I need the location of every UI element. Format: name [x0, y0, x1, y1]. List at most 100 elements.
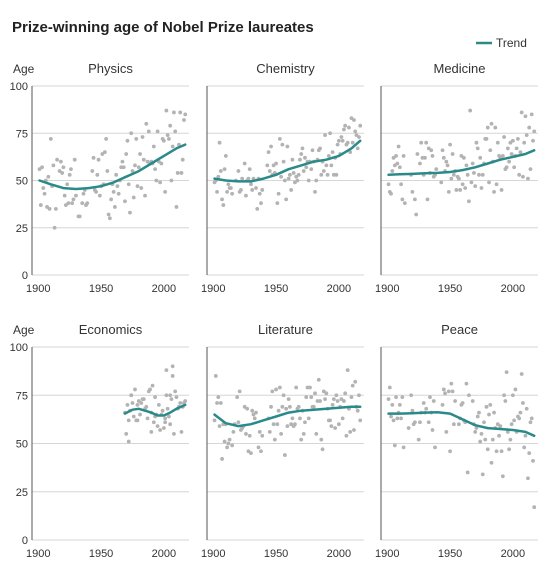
data-point: [493, 125, 498, 130]
data-point: [164, 393, 169, 398]
x-tick-label: 2000: [152, 283, 176, 295]
data-point: [284, 197, 289, 202]
trend-line: [213, 139, 362, 183]
data-point: [424, 406, 429, 411]
trend-line: [387, 410, 536, 438]
data-point: [395, 416, 400, 421]
panel-chemistry: 1900 1950 2000 Chemistry: [201, 61, 364, 295]
data-point: [492, 410, 496, 415]
data-point: [517, 416, 522, 421]
data-point: [418, 420, 422, 425]
data-point: [237, 389, 242, 394]
data-point: [269, 404, 273, 409]
data-point: [267, 169, 272, 173]
data-point: [148, 387, 152, 392]
data-point: [255, 206, 260, 211]
data-point: [146, 129, 151, 134]
data-point: [434, 167, 439, 172]
data-point: [65, 182, 70, 187]
data-point: [310, 148, 315, 153]
data-point: [308, 385, 312, 390]
data-point: [485, 125, 490, 130]
data-point: [424, 140, 429, 145]
data-point: [349, 395, 354, 400]
data-point: [431, 399, 436, 403]
data-point: [299, 152, 304, 156]
data-point: [358, 418, 363, 423]
data-point: [464, 163, 469, 168]
x-tick-label: 1950: [438, 548, 462, 560]
data-point: [524, 406, 529, 411]
panel-title: Peace: [441, 322, 478, 337]
data-point: [474, 426, 479, 430]
data-point: [281, 159, 286, 164]
data-point: [421, 401, 426, 405]
panels: 0 25 50 75 100 1900 1950 2000 Physics Age 1900 1950…: [10, 61, 538, 560]
data-point: [120, 159, 125, 164]
data-point: [304, 395, 309, 400]
data-point: [154, 178, 159, 183]
data-point: [139, 186, 144, 190]
data-point: [109, 197, 114, 202]
data-point: [295, 178, 300, 183]
data-point: [294, 385, 299, 390]
data-point: [125, 138, 130, 143]
data-point: [402, 201, 407, 206]
x-tick-label: 1950: [89, 548, 113, 560]
data-point: [149, 430, 154, 434]
data-point: [391, 418, 396, 423]
data-point: [169, 178, 174, 183]
data-point: [464, 381, 469, 386]
data-point: [95, 172, 100, 177]
data-point: [419, 140, 424, 145]
data-point: [175, 171, 180, 175]
data-point: [172, 431, 176, 436]
data-point: [489, 460, 494, 465]
data-point: [301, 431, 306, 436]
panel-title: Chemistry: [256, 61, 315, 76]
data-point: [335, 142, 340, 147]
data-point: [329, 163, 334, 168]
data-point: [290, 157, 295, 162]
data-point: [62, 193, 67, 198]
data-point: [150, 383, 155, 388]
data-point: [222, 439, 227, 444]
data-point: [164, 108, 169, 113]
data-point: [69, 167, 73, 172]
x-tick-label: 1900: [375, 283, 399, 295]
data-point: [475, 146, 480, 151]
data-point: [318, 146, 322, 151]
data-point: [394, 395, 398, 400]
data-point: [281, 393, 286, 398]
data-point: [352, 428, 356, 432]
data-point: [285, 144, 290, 149]
data-point: [298, 157, 302, 162]
data-point: [235, 395, 240, 400]
data-point: [167, 137, 171, 141]
data-point: [480, 172, 485, 177]
data-point: [141, 397, 146, 402]
data-point: [529, 416, 534, 421]
data-point: [328, 131, 332, 136]
data-point: [465, 172, 470, 177]
data-point: [145, 416, 150, 421]
data-point: [165, 406, 170, 411]
data-point: [401, 154, 406, 158]
data-point: [418, 161, 422, 166]
data-point: [323, 133, 327, 138]
data-point: [521, 174, 525, 179]
data-point: [71, 197, 76, 202]
data-point: [70, 201, 75, 206]
data-point: [444, 159, 449, 164]
data-point: [217, 424, 222, 429]
data-point: [133, 387, 137, 392]
data-point: [226, 441, 231, 446]
data-point: [504, 165, 509, 170]
y-tick-label: 25: [16, 487, 28, 499]
data-point: [230, 443, 235, 448]
data-point: [347, 125, 351, 130]
data-point: [155, 129, 160, 134]
data-point: [158, 428, 163, 432]
data-point: [500, 474, 505, 479]
data-point: [502, 135, 506, 139]
